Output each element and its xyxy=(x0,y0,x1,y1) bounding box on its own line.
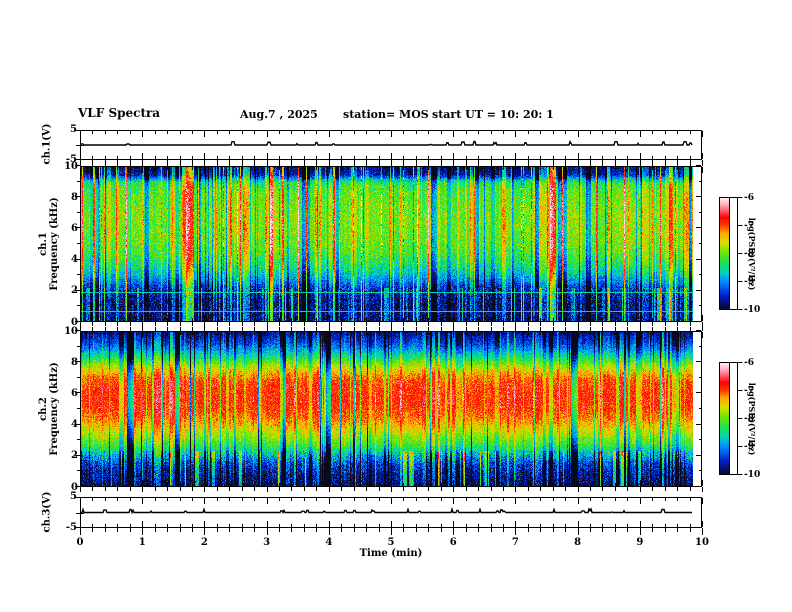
tick-label: -7 xyxy=(744,220,754,231)
tick-label: -9 xyxy=(744,276,754,287)
date-label: Aug.7 , 2025 xyxy=(240,108,318,121)
tick-label: 0 xyxy=(71,316,78,328)
tick-label: 9 xyxy=(636,537,644,548)
tick-label: 8 xyxy=(574,537,582,548)
tick-label: 6 xyxy=(71,222,78,234)
colorbar-ch1 xyxy=(718,195,748,317)
tick-label: 5 xyxy=(387,537,395,548)
ch3v-ymin-label: -5 xyxy=(65,522,77,533)
ch1-label-line2: Frequency (kHz) xyxy=(49,197,60,291)
tick-label: 7 xyxy=(511,537,519,548)
station-label: station= MOS xyxy=(343,108,429,121)
tick-label: -6 xyxy=(744,192,754,203)
tick-label: 6 xyxy=(71,387,78,399)
tick-label: 8 xyxy=(71,356,78,368)
start-ut-label: start UT = 10: 20: 1 xyxy=(432,108,554,121)
tick-label: 2 xyxy=(200,537,208,548)
page-title: VLF Spectra xyxy=(78,106,161,120)
ch1-voltage-axis-label: ch.1(V) xyxy=(41,123,53,165)
tick-label: -10 xyxy=(744,469,761,480)
tick-label: -9 xyxy=(744,441,754,452)
tick-label: 10 xyxy=(64,160,78,172)
ch3v-ymax-label: 5 xyxy=(70,491,77,502)
tick-label: 8 xyxy=(71,191,78,203)
tick-label: 10 xyxy=(695,537,709,548)
tick-label: 2 xyxy=(71,450,78,462)
tick-label: 2 xyxy=(71,285,78,297)
ch2-label-line1: ch.2 xyxy=(38,397,49,421)
tick-label: 6 xyxy=(449,537,457,548)
tick-label: -8 xyxy=(744,248,754,259)
ch1-label-line1: ch.1 xyxy=(38,232,49,256)
tick-label: 4 xyxy=(71,254,78,266)
ch1v-ymax-label: 5 xyxy=(70,124,77,135)
ch1-spectrogram xyxy=(72,158,710,330)
time-axis-label: Time (min) xyxy=(359,548,423,559)
tick-label: 3 xyxy=(263,537,271,548)
ch2-spectrogram xyxy=(72,323,710,495)
colorbar2-label: log(PSD)(V²/Hz) xyxy=(747,382,757,456)
tick-label: -8 xyxy=(744,413,754,424)
tick-label: 4 xyxy=(71,419,78,431)
tick-label: 0 xyxy=(76,537,84,548)
ch1v-ymin-label: -5 xyxy=(65,154,77,165)
tick-label: 4 xyxy=(325,537,333,548)
tick-label: 1 xyxy=(138,537,146,548)
ch2-label-line2: Frequency (kHz) xyxy=(49,362,60,456)
colorbar1-label: log(PSD)(V²/Hz) xyxy=(747,217,757,291)
tick-label: 10 xyxy=(64,325,78,337)
ch3-voltage-plot xyxy=(72,488,710,537)
ch3-voltage-axis-label: ch.3(V) xyxy=(41,491,53,533)
tick-label: -10 xyxy=(744,304,761,315)
ch2-frequency-axis-label: ch.2 Frequency (kHz) xyxy=(38,362,60,455)
colorbar-ch2 xyxy=(718,360,748,482)
ch1-frequency-axis-label: ch.1 Frequency (kHz) xyxy=(38,197,60,290)
tick-label: -7 xyxy=(744,385,754,396)
tick-label: 0 xyxy=(71,481,78,493)
tick-label: -6 xyxy=(744,357,754,368)
